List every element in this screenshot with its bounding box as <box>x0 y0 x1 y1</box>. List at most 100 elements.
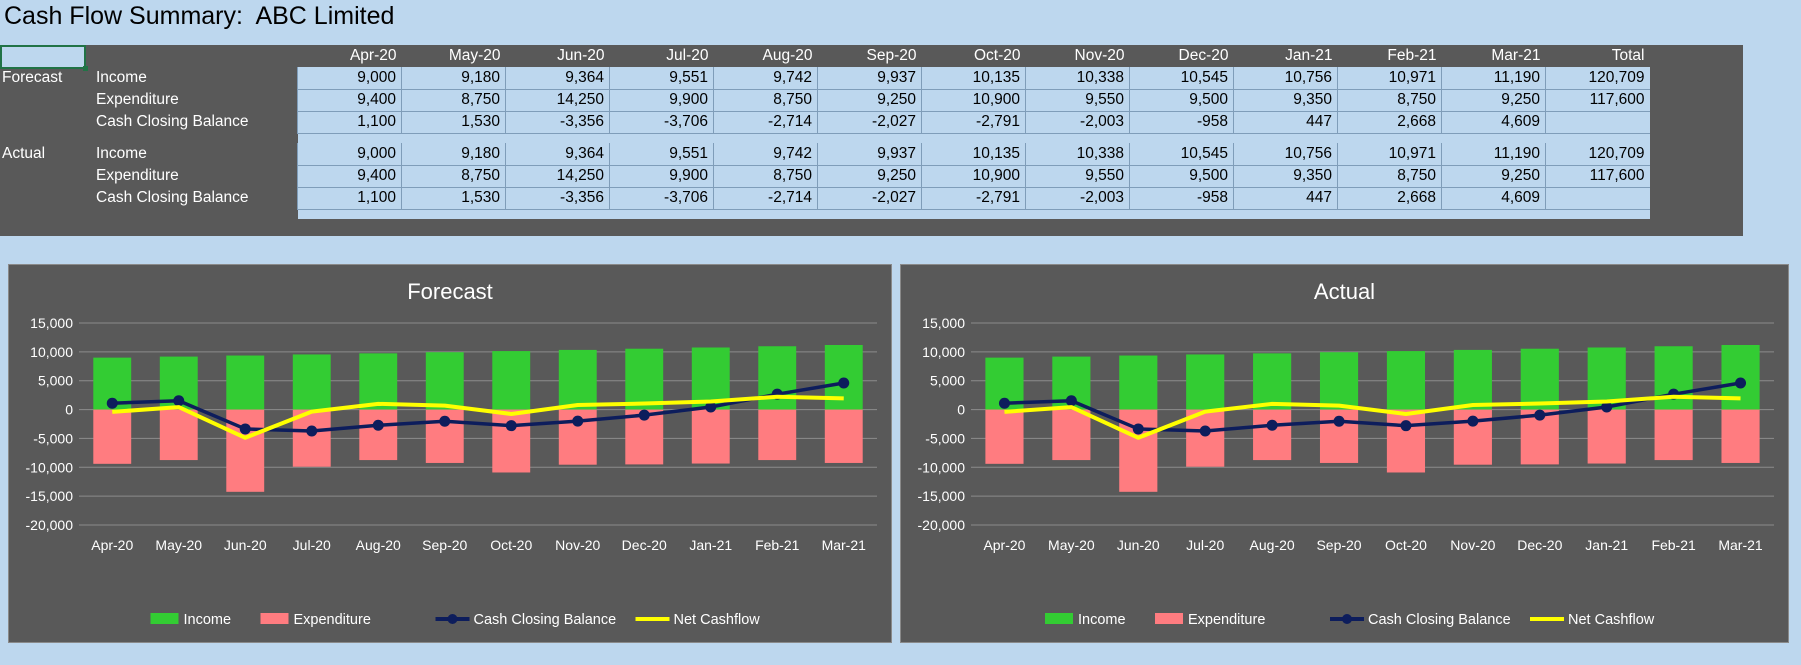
total-header[interactable]: Total <box>1611 47 1645 64</box>
bar-income[interactable] <box>226 355 265 410</box>
value-cell[interactable]: 9,937 <box>817 67 922 90</box>
bar-expenditure[interactable] <box>1052 409 1091 461</box>
value-cell[interactable]: 9,000 <box>297 143 402 166</box>
bar-expenditure[interactable] <box>1386 409 1426 473</box>
month-header[interactable]: Oct-20 <box>973 47 1021 64</box>
section-label[interactable] <box>0 111 84 133</box>
legend-item[interactable]: Cash Closing Balance <box>435 612 617 628</box>
value-cell[interactable]: -3,356 <box>505 187 610 210</box>
month-header[interactable]: Mar-21 <box>1491 47 1541 64</box>
value-cell[interactable]: 447 <box>1233 187 1338 210</box>
point-cash-closing-balance[interactable] <box>1601 401 1613 413</box>
value-cell[interactable]: 10,338 <box>1025 67 1130 90</box>
value-cell[interactable]: 9,500 <box>1129 165 1234 188</box>
bar-expenditure[interactable] <box>758 409 797 461</box>
section-label[interactable] <box>0 89 84 111</box>
value-cell[interactable]: 9,250 <box>817 165 922 188</box>
bar-income[interactable] <box>1386 351 1426 410</box>
value-cell[interactable]: 8,750 <box>713 89 818 112</box>
legend-item[interactable]: Income <box>150 612 232 628</box>
value-cell[interactable]: -2,714 <box>713 111 818 134</box>
point-cash-closing-balance[interactable] <box>838 377 850 389</box>
value-cell[interactable]: 1,100 <box>297 111 402 134</box>
month-header[interactable]: Aug-20 <box>762 47 813 64</box>
value-cell[interactable]: 9,180 <box>401 143 506 166</box>
value-cell[interactable]: 2,668 <box>1337 111 1442 134</box>
point-cash-closing-balance[interactable] <box>1534 409 1546 421</box>
bar-expenditure[interactable] <box>1253 409 1292 461</box>
value-cell[interactable]: 11,190 <box>1441 67 1546 90</box>
bar-expenditure[interactable] <box>93 409 132 464</box>
total-cell[interactable]: 120,709 <box>1545 143 1650 166</box>
bar-income[interactable] <box>1453 349 1492 410</box>
value-cell[interactable]: -2,791 <box>921 111 1026 134</box>
value-cell[interactable]: 9,400 <box>297 89 402 112</box>
value-cell[interactable]: 10,135 <box>921 143 1026 166</box>
point-cash-closing-balance[interactable] <box>1065 395 1077 407</box>
value-cell[interactable]: -2,791 <box>921 187 1026 210</box>
line-cash-closing-balance[interactable] <box>1004 381 1741 433</box>
point-cash-closing-balance[interactable] <box>173 395 185 407</box>
legend-item[interactable]: Income <box>1045 612 1126 628</box>
bar-expenditure[interactable] <box>1186 409 1225 467</box>
value-cell[interactable]: -2,027 <box>817 187 922 210</box>
value-cell[interactable]: 8,750 <box>713 165 818 188</box>
bar-income[interactable] <box>1253 353 1292 410</box>
actual-chart[interactable]: Actual 15,000 10,000 5,000 0 -5,000 -10,000 -15… <box>900 264 1789 643</box>
bar-income[interactable] <box>1186 354 1225 410</box>
value-cell[interactable]: 9,250 <box>1441 165 1546 188</box>
bar-expenditure[interactable] <box>159 409 198 461</box>
value-cell[interactable]: 11,190 <box>1441 143 1546 166</box>
bar-income[interactable] <box>425 352 464 410</box>
bar-income[interactable] <box>758 346 797 410</box>
value-cell[interactable]: 10,971 <box>1337 143 1442 166</box>
total-cell[interactable]: 117,600 <box>1545 165 1650 188</box>
bar-income[interactable] <box>1119 355 1158 410</box>
value-cell[interactable]: 4,609 <box>1441 111 1546 134</box>
total-cell[interactable] <box>1545 187 1650 210</box>
value-cell[interactable]: 9,400 <box>297 165 402 188</box>
value-cell[interactable]: 4,609 <box>1441 187 1546 210</box>
bar-income[interactable] <box>492 351 531 410</box>
bar-expenditure[interactable] <box>691 409 730 464</box>
bar-expenditure[interactable] <box>824 409 863 463</box>
row-label[interactable]: Cash Closing Balance <box>96 189 249 206</box>
point-cash-closing-balance[interactable] <box>1132 423 1144 435</box>
point-cash-closing-balance[interactable] <box>1266 419 1278 431</box>
bar-expenditure[interactable] <box>985 409 1024 464</box>
value-cell[interactable]: 447 <box>1233 111 1338 134</box>
value-cell[interactable]: 10,756 <box>1233 143 1338 166</box>
value-cell[interactable]: -3,706 <box>609 187 714 210</box>
bar-income[interactable] <box>359 353 398 410</box>
value-cell[interactable]: 9,180 <box>401 67 506 90</box>
value-cell[interactable]: 8,750 <box>1337 89 1442 112</box>
value-cell[interactable]: 10,756 <box>1233 67 1338 90</box>
month-header[interactable]: Feb-21 <box>1387 47 1437 64</box>
month-header[interactable]: Nov-20 <box>1074 47 1125 64</box>
point-cash-closing-balance[interactable] <box>306 425 318 437</box>
point-cash-closing-balance[interactable] <box>439 415 451 427</box>
month-header[interactable]: Jan-21 <box>1285 47 1333 64</box>
bar-income[interactable] <box>1520 348 1559 410</box>
legend-item[interactable]: Cash Closing Balance <box>1330 612 1511 628</box>
value-cell[interactable]: 9,742 <box>713 67 818 90</box>
bar-expenditure[interactable] <box>1721 409 1760 463</box>
value-cell[interactable]: 9,350 <box>1233 89 1338 112</box>
total-cell[interactable] <box>1545 111 1650 134</box>
value-cell[interactable]: 10,545 <box>1129 143 1234 166</box>
legend-item[interactable]: Net Cashflow <box>1530 612 1655 628</box>
value-cell[interactable]: 9,900 <box>609 89 714 112</box>
value-cell[interactable]: -958 <box>1129 111 1234 134</box>
legend-item[interactable]: Expenditure <box>260 612 371 628</box>
value-cell[interactable]: 9,250 <box>1441 89 1546 112</box>
point-cash-closing-balance[interactable] <box>998 397 1010 409</box>
value-cell[interactable]: 9,500 <box>1129 89 1234 112</box>
blank-cell[interactable] <box>84 45 298 67</box>
value-cell[interactable]: 9,364 <box>505 67 610 90</box>
value-cell[interactable]: -3,356 <box>505 111 610 134</box>
value-cell[interactable]: -958 <box>1129 187 1234 210</box>
bar-expenditure[interactable] <box>1587 409 1626 464</box>
total-cell[interactable]: 120,709 <box>1545 67 1650 90</box>
bar-income[interactable] <box>1654 346 1693 410</box>
value-cell[interactable]: -2,714 <box>713 187 818 210</box>
